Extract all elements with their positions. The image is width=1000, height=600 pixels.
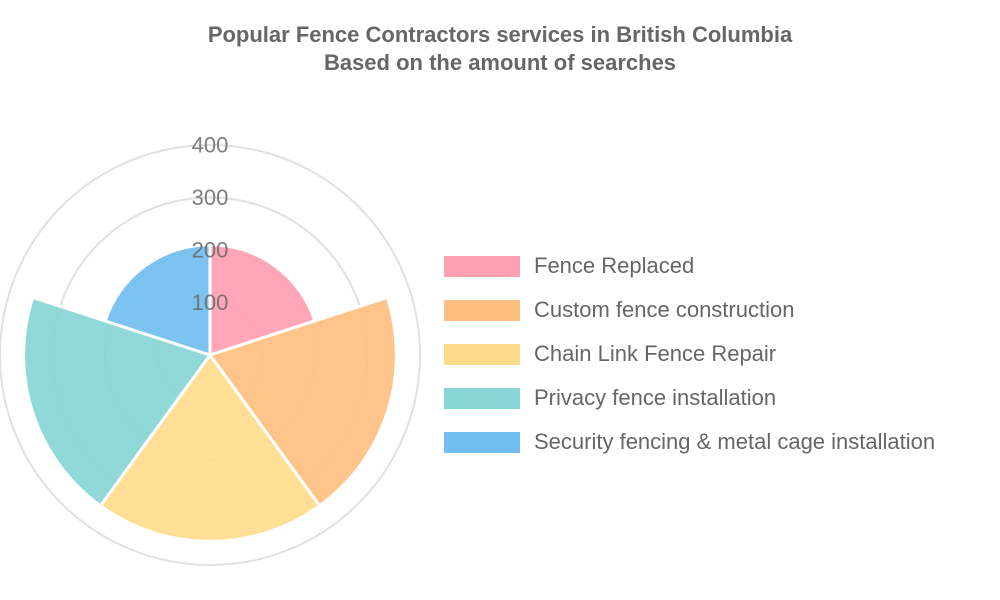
legend-swatch xyxy=(444,343,520,365)
segment-custom-fence-construction[interactable] xyxy=(208,295,398,508)
legend-item-chain-link-fence-repair[interactable]: Chain Link Fence Repair xyxy=(444,332,935,376)
legend-label: Privacy fence installation xyxy=(534,385,777,410)
legend-label: Fence Replaced xyxy=(534,253,695,278)
grid-circle-400 xyxy=(0,144,421,566)
legend-item-privacy-fence-installation[interactable]: Privacy fence installation xyxy=(444,376,935,420)
chart-title-line-2: Based on the amount of searches xyxy=(323,50,677,75)
legend-swatch xyxy=(444,387,520,409)
legend-item-security-fencing-and-metal-cage-installation[interactable]: Security fencing & metal cage installati… xyxy=(444,420,935,464)
legend-label: Security fencing & metal cage installati… xyxy=(534,429,936,454)
legend-swatch xyxy=(444,299,520,321)
segments xyxy=(22,243,398,543)
radial-tick-label-400: 400 xyxy=(192,133,229,158)
segment-chain-link-fence-repair[interactable] xyxy=(98,353,322,543)
legend-swatch xyxy=(444,431,520,453)
legend-item-fence-replaced[interactable]: Fence Replaced xyxy=(444,244,935,288)
legend-swatch xyxy=(444,255,520,277)
radial-tick-label-100: 100 xyxy=(192,290,229,315)
segment-security-fencing-and-metal-cage-installation[interactable] xyxy=(103,243,212,357)
radial-tick-label-200: 200 xyxy=(192,238,229,263)
chart-title-line-1: Popular Fence Contractors services in Br… xyxy=(207,22,793,47)
segment-privacy-fence-installation[interactable] xyxy=(22,295,212,508)
segment-fence-replaced[interactable] xyxy=(208,243,317,357)
legend-label: Chain Link Fence Repair xyxy=(534,341,777,366)
radial-tick-labels: 100 200 300 400 xyxy=(192,133,229,316)
legend-item-custom-fence-construction[interactable]: Custom fence construction xyxy=(444,288,935,332)
chart-legend: Fence Replaced Custom fence construction C… xyxy=(444,244,935,464)
legend-label: Custom fence construction xyxy=(534,297,795,322)
radial-tick-label-300: 300 xyxy=(192,185,229,210)
